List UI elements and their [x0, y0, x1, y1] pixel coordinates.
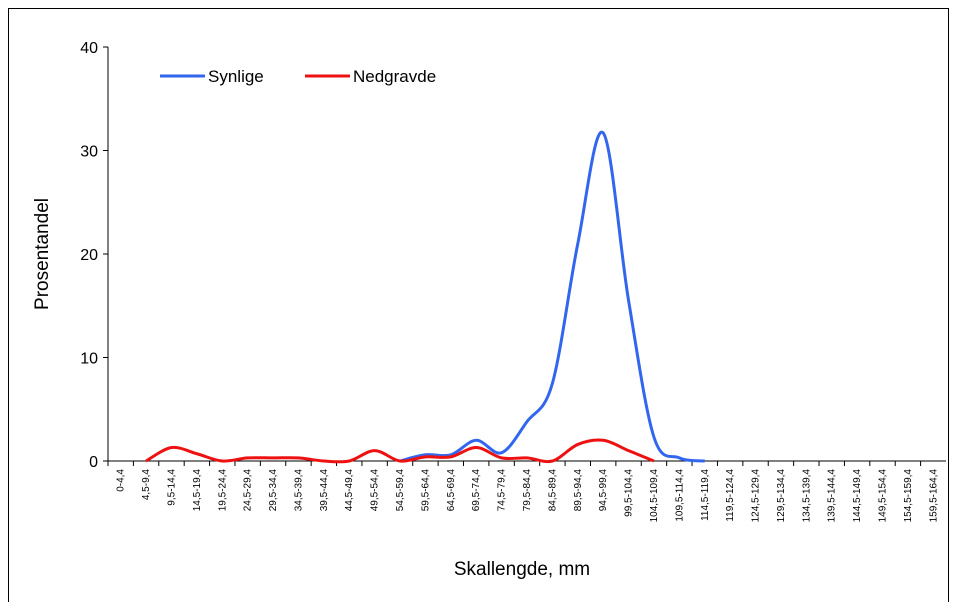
x-tick-label: 49,5-54,4: [370, 469, 381, 512]
x-tick-label: 69,5-74,4: [471, 469, 482, 512]
x-tick-label: 144,5-149,4: [852, 469, 863, 523]
x-tick-label: 134,5-139,4: [801, 469, 812, 523]
chart-frame: [8, 8, 949, 602]
x-tick-label: 59,5-64,4: [420, 469, 431, 512]
x-tick-label: 54,5-59,4: [395, 469, 406, 512]
x-tick-label: 64,5-69,4: [446, 469, 457, 512]
x-tick-label: 39,5-44,4: [319, 469, 330, 512]
x-tick-label: 0-4,4: [116, 469, 127, 492]
x-tick-label: 79,5-84,4: [522, 469, 533, 512]
x-tick-label: 104,5-109,4: [649, 469, 660, 523]
x-tick-label: 29,5-34,4: [268, 469, 279, 512]
x-tick-label: 129,5-134,4: [776, 469, 787, 523]
x-tick-label: 94,5-99,4: [598, 469, 609, 512]
x-tick-label: 14,5-19,4: [192, 469, 203, 512]
x-tick-label: 24,5-29,4: [243, 469, 254, 512]
y-tick-label: 40: [80, 40, 98, 57]
y-tick-label: 20: [80, 247, 98, 264]
y-tick-label: 10: [80, 351, 98, 368]
x-tick-label: 84,5-89,4: [547, 469, 558, 512]
y-axis-title: Prosentandel: [32, 198, 53, 310]
x-axis-title: Skallengde, mm: [454, 559, 590, 580]
x-tick-label: 44,5-49,4: [344, 469, 355, 512]
x-tick-label: 19,5-24,4: [217, 469, 228, 512]
x-tick-label: 74,5-79,4: [497, 469, 508, 512]
x-tick-label: 99,5-104,4: [624, 469, 635, 517]
series-line: [399, 130, 705, 463]
x-tick-label: 159,5-164,4: [928, 469, 939, 523]
x-tick-label: 114,5-119,4: [700, 469, 711, 521]
series-line: [145, 438, 655, 464]
legend-label: Nedgravde: [353, 67, 436, 86]
x-tick-label: 9,5-14,4: [166, 469, 177, 506]
x-tick-label: 124,5-129,4: [751, 469, 762, 523]
x-tick-label: 109,5-114,4: [674, 469, 685, 522]
x-tick-label: 34,5-39,4: [293, 469, 304, 512]
x-tick-label: 4,5-9,4: [141, 469, 152, 501]
x-tick-label: 139,5-144,4: [827, 469, 838, 523]
y-tick-label: 0: [89, 454, 98, 471]
legend-label: Synlige: [208, 67, 264, 86]
x-tick-label: 149,5-154,4: [878, 469, 889, 523]
x-tick-label: 89,5-94,4: [573, 469, 584, 512]
y-tick-label: 30: [80, 144, 98, 161]
x-tick-label: 154,5-159,4: [903, 469, 914, 523]
x-tick-label: 119,5-124,4: [725, 469, 736, 522]
